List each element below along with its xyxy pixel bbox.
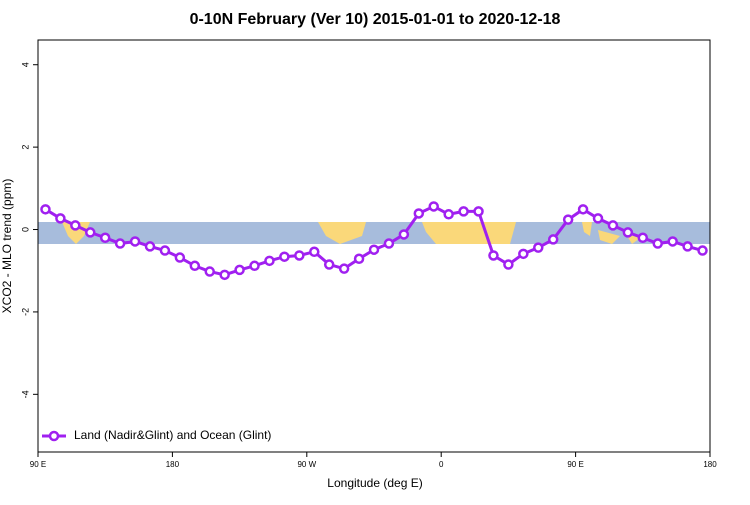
data-point (383, 238, 395, 249)
data-point (99, 232, 111, 244)
data-point (547, 234, 559, 245)
data-point (458, 206, 469, 217)
data-point (503, 259, 514, 270)
plot-frame (37, 39, 711, 453)
data-point (309, 246, 320, 258)
legend-marker (48, 430, 60, 442)
data-point (249, 260, 260, 272)
data-point (398, 229, 410, 240)
data-point (697, 245, 708, 256)
data-point (413, 208, 425, 219)
data-point (488, 250, 499, 261)
data-point (667, 236, 678, 247)
y-tick-label: -2 (20, 308, 30, 316)
data-point (204, 266, 215, 277)
data-point (129, 236, 141, 247)
y-tick-label: -4 (20, 390, 30, 398)
data-point (577, 204, 589, 215)
y-tick-label: 4 (20, 62, 30, 67)
chart-title: 0-10N February (Ver 10) 2015-01-01 to 20… (190, 11, 561, 28)
data-point (443, 209, 454, 220)
data-point (607, 220, 619, 231)
data-point (592, 213, 604, 224)
data-point (70, 220, 81, 231)
y-axis-label: XCO2 - MLO trend (ppm) (0, 179, 14, 314)
x-tick-label: 90 W (297, 460, 316, 469)
data-point (85, 227, 96, 238)
x-tick-label: 90 E (30, 460, 46, 469)
data-point (338, 263, 350, 274)
data-point (473, 206, 484, 217)
data-point (219, 269, 230, 281)
data-point (189, 260, 201, 272)
data-point (40, 204, 51, 215)
data-point (323, 259, 335, 270)
data-point (637, 232, 649, 244)
data-point (174, 252, 186, 263)
x-tick-label: 180 (703, 460, 717, 469)
data-point (144, 241, 156, 252)
y-tick-label: 2 (20, 145, 30, 150)
data-point (294, 250, 305, 261)
x-tick-label: 0 (439, 460, 444, 469)
data-point (428, 201, 439, 212)
x-tick-label: 90 E (567, 460, 583, 469)
data-point (279, 251, 290, 262)
y-tick-label: 0 (20, 227, 30, 232)
map-band (38, 222, 710, 244)
data-point (114, 238, 126, 249)
data-point (368, 244, 380, 255)
data-point (682, 241, 693, 252)
data-point (533, 242, 544, 253)
data-point (518, 248, 529, 260)
data-point (622, 227, 634, 238)
x-axis-label: Longitude (deg E) (327, 476, 422, 490)
data-point (159, 245, 171, 256)
data-point (234, 264, 245, 276)
x-tick-label: 180 (166, 460, 180, 469)
data-point (652, 238, 663, 249)
legend-label: Land (Nadir&Glint) and Ocean (Glint) (74, 428, 271, 442)
data-point (55, 213, 66, 224)
data-point (353, 253, 365, 265)
data-point (562, 214, 574, 225)
data-point (264, 255, 275, 267)
